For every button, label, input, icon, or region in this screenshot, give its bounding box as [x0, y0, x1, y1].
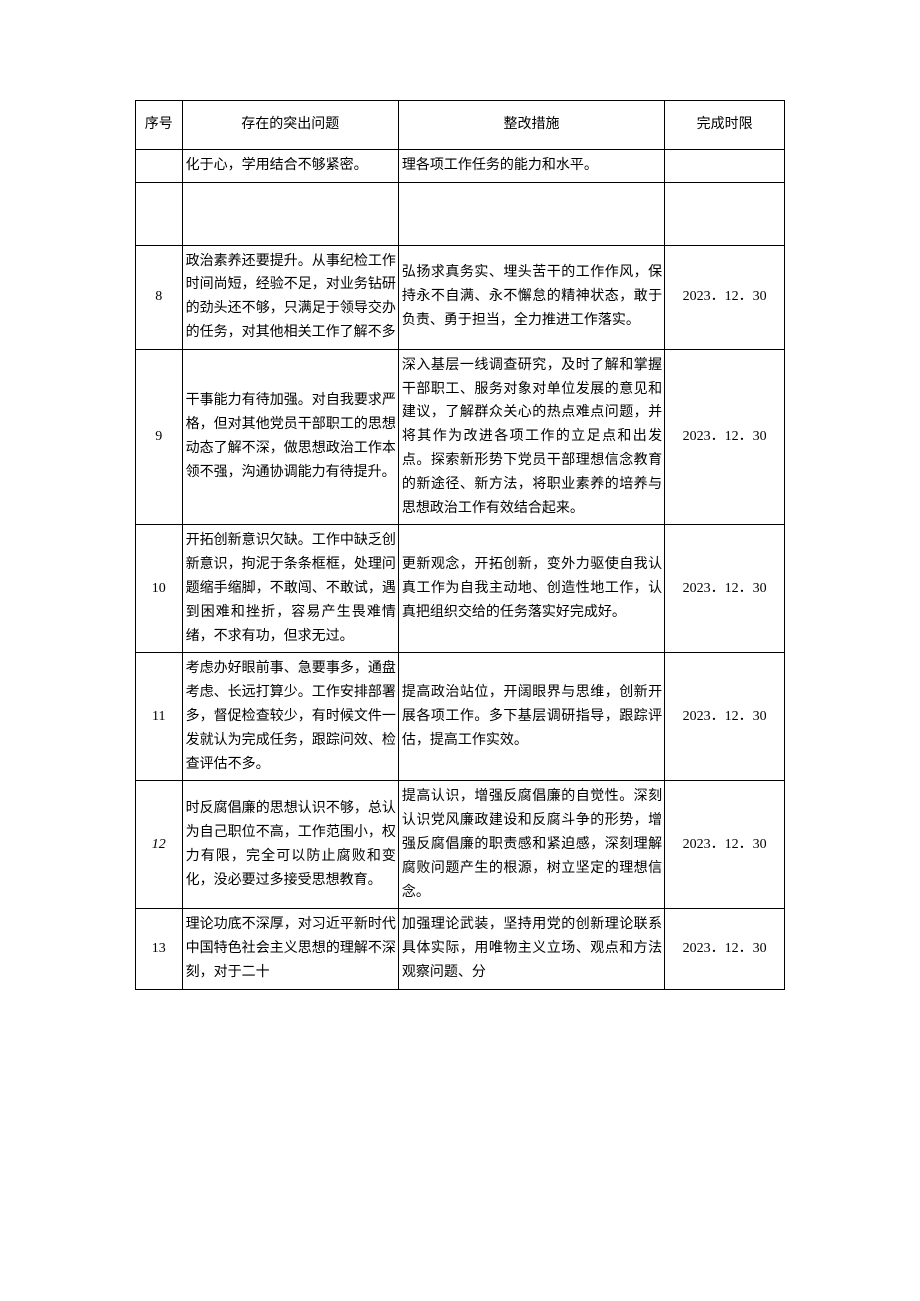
- cell-issue: 理论功底不深厚，对习近平新时代中国特色社会主义思想的理解不深刻，对于二十: [182, 909, 398, 989]
- cell-measure: 更新观念，开拓创新，变外力驱使自我认真工作为自我主动地、创造性地工作，认真把组织…: [398, 525, 664, 653]
- cell-deadline: [665, 149, 785, 182]
- issues-table: 序号 存在的突出问题 整改措施 完成时限 化于心，学用结合不够紧密。理各项工作任…: [135, 100, 785, 990]
- cell-deadline: 2023．12．30: [665, 653, 785, 781]
- cell-deadline: 2023．12．30: [665, 781, 785, 909]
- cell-seq: 9: [136, 349, 183, 525]
- cell-measure: 提高认识，增强反腐倡廉的自觉性。深刻认识党风廉政建设和反腐斗争的形势，增强反腐倡…: [398, 781, 664, 909]
- cell-spacer: [182, 182, 398, 245]
- table-row: 10开拓创新意识欠缺。工作中缺乏创新意识，拘泥于条条框框，处理问题缩手缩脚，不敢…: [136, 525, 785, 653]
- cell-seq: 11: [136, 653, 183, 781]
- cell-spacer: [136, 182, 183, 245]
- cell-issue: 政治素养还要提升。从事纪检工作时间尚短，经验不足，对业务钻研的劲头还不够，只满足…: [182, 245, 398, 349]
- cell-seq: 10: [136, 525, 183, 653]
- table-row: 13理论功底不深厚，对习近平新时代中国特色社会主义思想的理解不深刻，对于二十加强…: [136, 909, 785, 989]
- cell-deadline: 2023．12．30: [665, 349, 785, 525]
- cell-issue: 开拓创新意识欠缺。工作中缺乏创新意识，拘泥于条条框框，处理问题缩手缩脚，不敢闯、…: [182, 525, 398, 653]
- header-measure: 整改措施: [398, 101, 664, 150]
- header-issue: 存在的突出问题: [182, 101, 398, 150]
- table-row: 化于心，学用结合不够紧密。理各项工作任务的能力和水平。: [136, 149, 785, 182]
- cell-issue: 考虑办好眼前事、急要事多，通盘考虑、长远打算少。工作安排部署多，督促检查较少，有…: [182, 653, 398, 781]
- cell-measure: 加强理论武装，坚持用党的创新理论联系具体实际，用唯物主义立场、观点和方法观察问题…: [398, 909, 664, 989]
- cell-measure: 理各项工作任务的能力和水平。: [398, 149, 664, 182]
- cell-issue: 化于心，学用结合不够紧密。: [182, 149, 398, 182]
- cell-deadline: 2023．12．30: [665, 525, 785, 653]
- cell-deadline: 2023．12．30: [665, 245, 785, 349]
- header-deadline: 完成时限: [665, 101, 785, 150]
- cell-measure: 深入基层一线调查研究，及时了解和掌握干部职工、服务对象对单位发展的意见和建议，了…: [398, 349, 664, 525]
- cell-issue: 时反腐倡廉的思想认识不够，总认为自己职位不高，工作范围小，权力有限，完全可以防止…: [182, 781, 398, 909]
- table-row: 9干事能力有待加强。对自我要求严格，但对其他党员干部职工的思想动态了解不深，做思…: [136, 349, 785, 525]
- cell-seq: 12: [136, 781, 183, 909]
- cell-spacer: [665, 182, 785, 245]
- cell-spacer: [398, 182, 664, 245]
- table-body: 化于心，学用结合不够紧密。理各项工作任务的能力和水平。 8政治素养还要提升。从事纪…: [136, 149, 785, 989]
- cell-seq: [136, 149, 183, 182]
- table-row: 11考虑办好眼前事、急要事多，通盘考虑、长远打算少。工作安排部署多，督促检查较少…: [136, 653, 785, 781]
- table-header: 序号 存在的突出问题 整改措施 完成时限: [136, 101, 785, 150]
- cell-deadline: 2023．12．30: [665, 909, 785, 989]
- document-page: 序号 存在的突出问题 整改措施 完成时限 化于心，学用结合不够紧密。理各项工作任…: [0, 0, 920, 1050]
- table-row-spacer: [136, 182, 785, 245]
- cell-issue: 干事能力有待加强。对自我要求严格，但对其他党员干部职工的思想动态了解不深，做思想…: [182, 349, 398, 525]
- cell-measure: 提高政治站位，开阔眼界与思维，创新开展各项工作。多下基层调研指导，跟踪评估，提高…: [398, 653, 664, 781]
- cell-measure: 弘扬求真务实、埋头苦干的工作作风，保持永不自满、永不懈怠的精神状态，敢于负责、勇…: [398, 245, 664, 349]
- cell-seq: 13: [136, 909, 183, 989]
- table-row: 12时反腐倡廉的思想认识不够，总认为自己职位不高，工作范围小，权力有限，完全可以…: [136, 781, 785, 909]
- table-row: 8政治素养还要提升。从事纪检工作时间尚短，经验不足，对业务钻研的劲头还不够，只满…: [136, 245, 785, 349]
- cell-seq: 8: [136, 245, 183, 349]
- header-seq: 序号: [136, 101, 183, 150]
